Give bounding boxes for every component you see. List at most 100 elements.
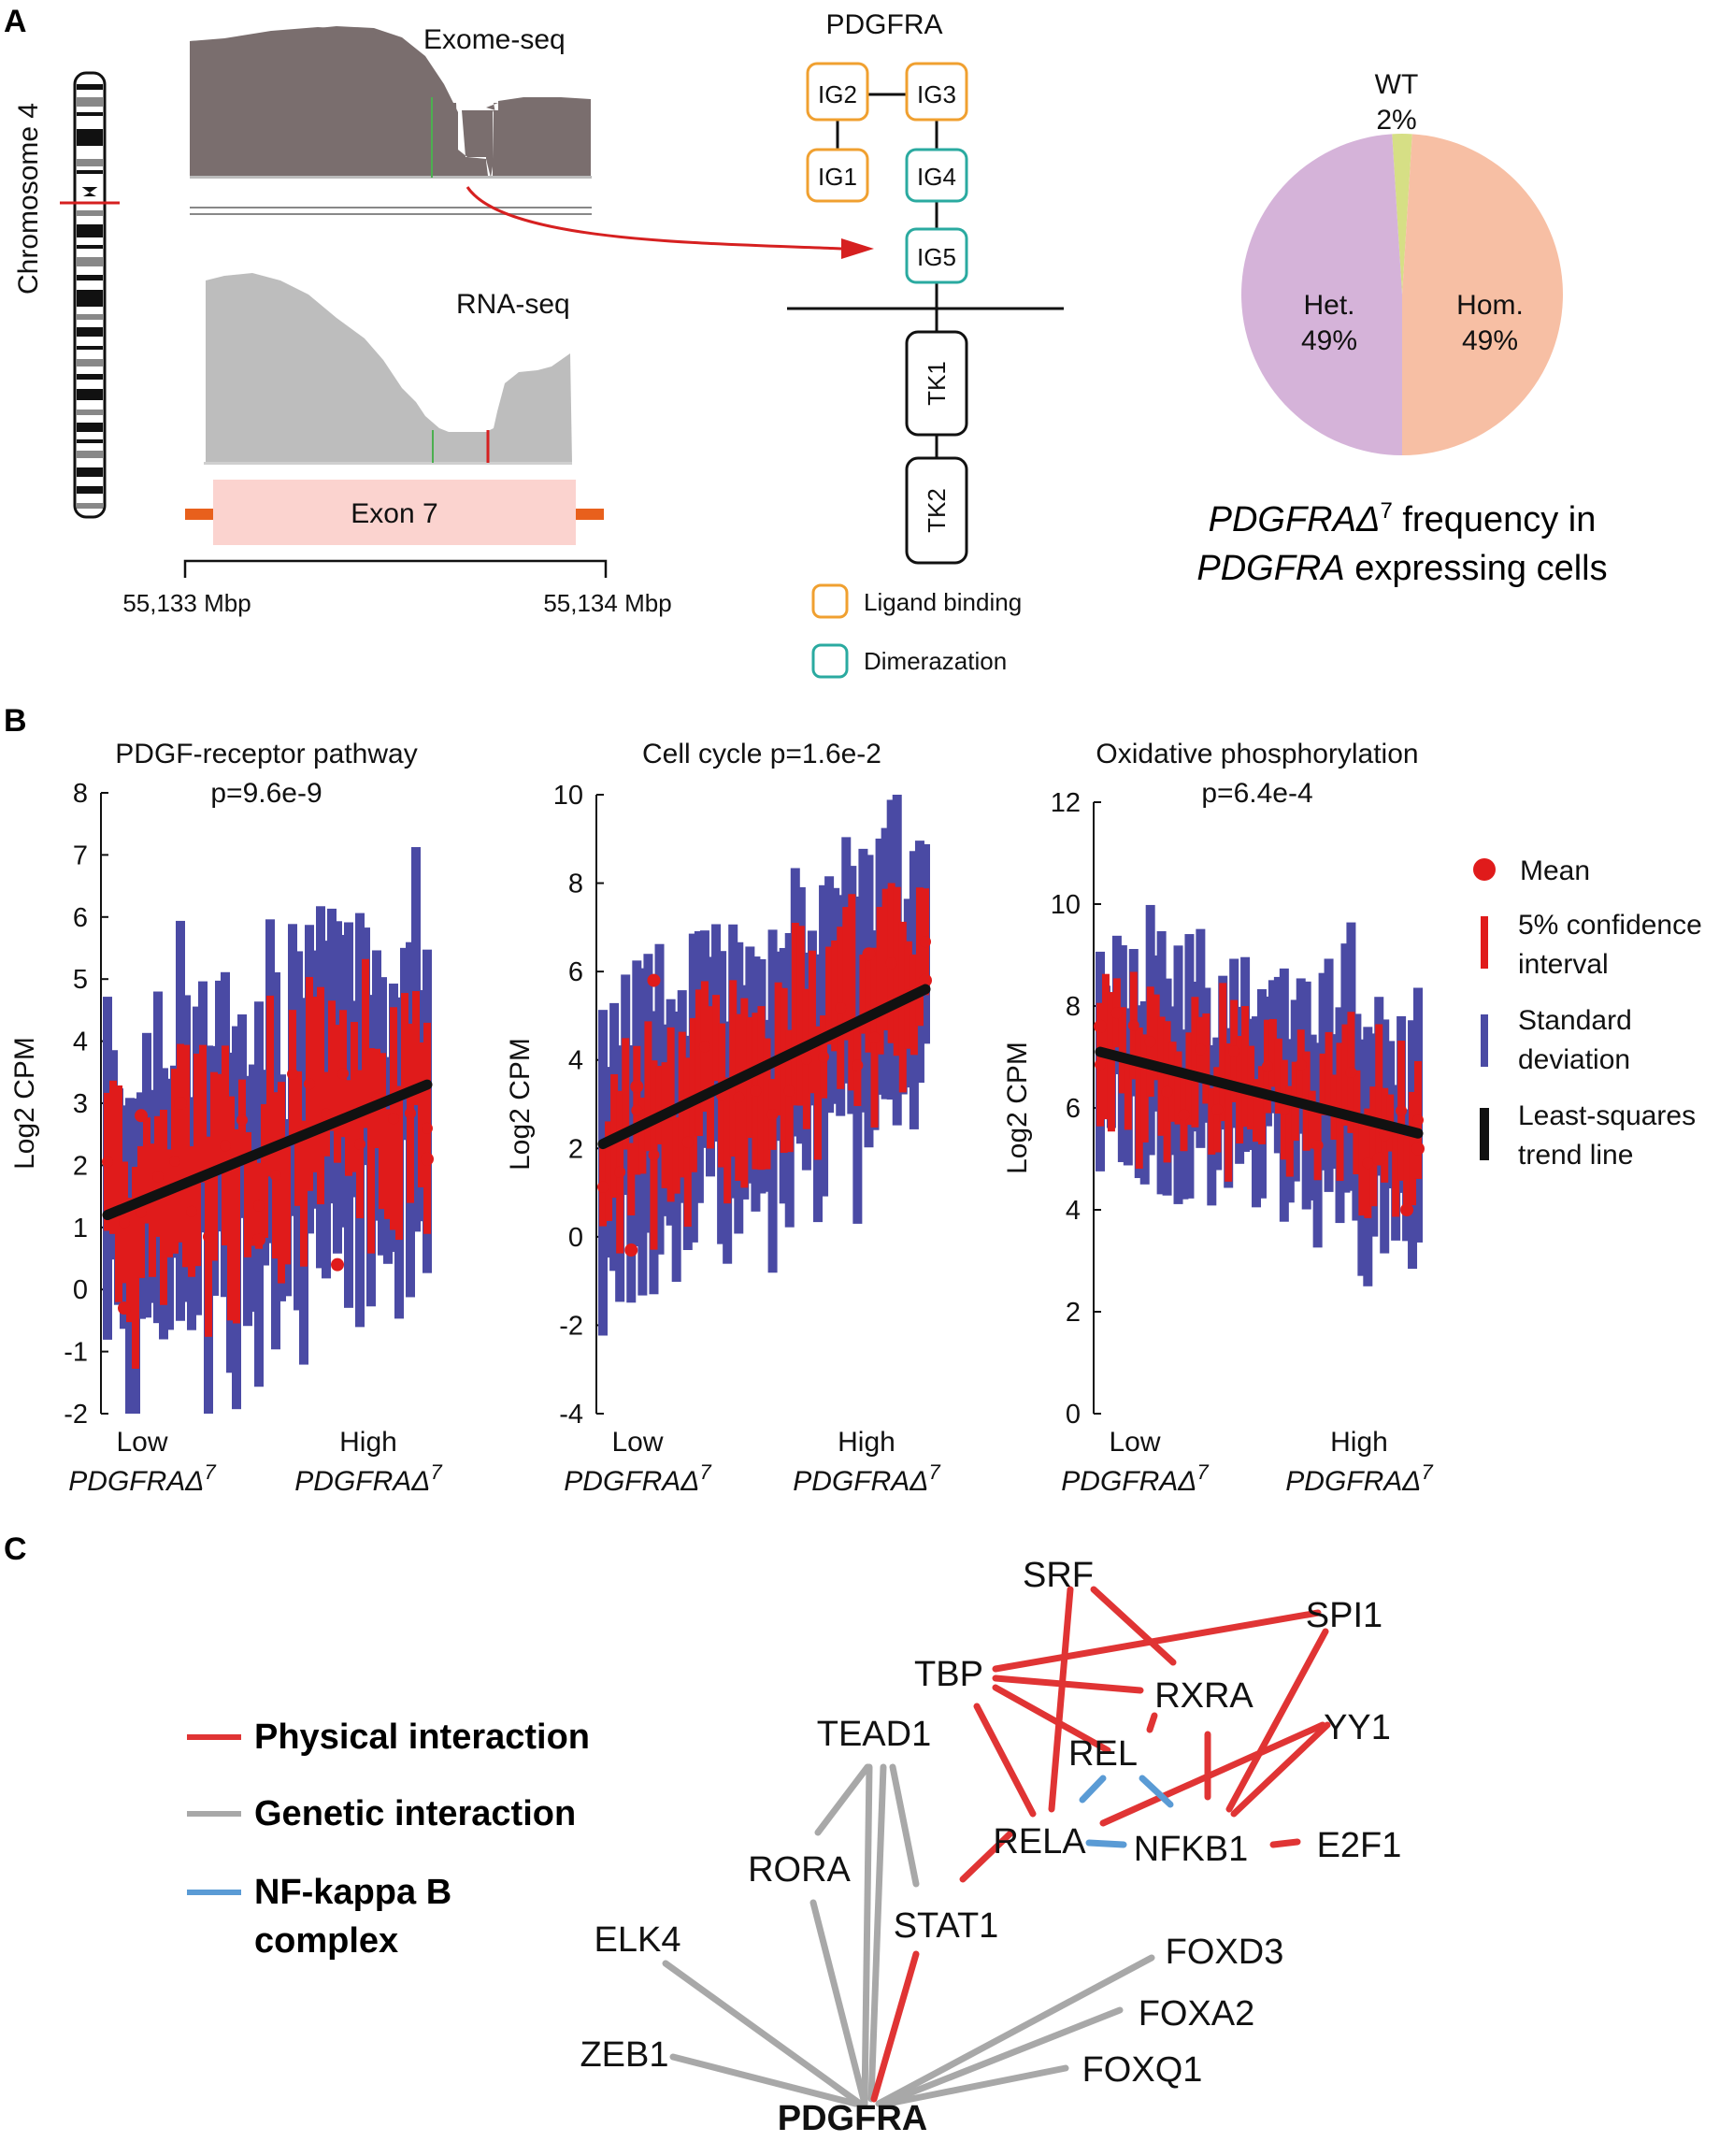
- chromosome-band: [77, 112, 103, 116]
- mean-point: [1228, 1045, 1240, 1057]
- mean-point: [220, 1140, 231, 1152]
- y-axis-label: Log2 CPM: [9, 1037, 40, 1170]
- mean-point: [136, 1206, 147, 1218]
- panel-b-letter: B: [4, 703, 27, 739]
- chromosome-band: [77, 257, 103, 266]
- mean-point: [1095, 1058, 1106, 1071]
- ci-bar: [300, 1120, 308, 1267]
- y-tick-label: 12: [1051, 788, 1081, 818]
- ci-bar: [160, 1109, 167, 1305]
- legend-mean-label: Mean: [1520, 855, 1590, 886]
- mean-point: [614, 1166, 626, 1178]
- ci-bar: [193, 1053, 201, 1267]
- ci-bar: [881, 888, 890, 1031]
- rna-seq-label: RNA-seq: [456, 289, 570, 320]
- mean-point: [885, 957, 897, 970]
- ci-bar: [898, 921, 907, 1093]
- edge-rxra-rel: [1146, 1712, 1158, 1733]
- x-low-label: Low: [116, 1427, 167, 1458]
- ci-bar: [876, 906, 884, 1055]
- chromosome-band: [77, 187, 103, 196]
- ci-bar: [915, 887, 924, 1027]
- x-high-label: High: [339, 1427, 397, 1458]
- chromosome-band: [77, 97, 103, 107]
- edge-rel-nfkb1: [1139, 1775, 1174, 1808]
- ci-bar: [763, 1038, 771, 1170]
- y-tick-label: -4: [559, 1400, 583, 1430]
- mean-point: [1412, 1114, 1424, 1126]
- ci-bar: [244, 1131, 251, 1258]
- legend-dimer-swatch: [811, 643, 849, 679]
- legend-trend-marker: [1480, 1108, 1489, 1160]
- chart-cell-cycle: Cell cycle p=1.6e-2 10 8 6 4 2 0 -2 -4 Log2 CPM Lo…: [505, 739, 940, 1497]
- x-low-label: Low: [611, 1427, 663, 1458]
- ci-bar: [893, 886, 901, 1056]
- edge-spi1-nfkb1: [1225, 1628, 1329, 1813]
- chromosome-band: [77, 224, 103, 237]
- ci-bar: [1101, 973, 1110, 1120]
- scale-bar: [183, 559, 608, 578]
- node-tbp: TBP: [914, 1655, 983, 1694]
- edge-tbp-spi1: [992, 1609, 1322, 1673]
- node-rora: RORA: [748, 1850, 851, 1890]
- mean-point: [800, 1053, 812, 1065]
- mean-point: [304, 1078, 315, 1090]
- domain-ig5: [905, 227, 968, 284]
- legend-trend-line2: trend line: [1518, 1140, 1633, 1171]
- y-tick-label: 2: [73, 1151, 88, 1181]
- ci-bar: [1157, 1016, 1166, 1136]
- ci-bar: [1152, 994, 1160, 1081]
- mean-point: [1110, 1007, 1123, 1019]
- domain-tk2: [905, 456, 968, 565]
- mean-point: [270, 1170, 281, 1182]
- ci-bar: [418, 1042, 425, 1187]
- mean-point: [236, 1114, 248, 1126]
- node-srf: SRF: [1023, 1556, 1094, 1595]
- ci-bar: [1257, 1066, 1266, 1144]
- y-tick-label: 6: [73, 903, 88, 933]
- scale-right-label: 55,134 Mbp: [543, 589, 671, 617]
- chromosome-band: [77, 439, 103, 443]
- ci-bar: [149, 1143, 156, 1277]
- domain-ig1: [806, 148, 869, 203]
- ci-bar: [1268, 1018, 1277, 1087]
- x-low-gene: PDGFRAΔ7: [68, 1460, 216, 1497]
- pie-slice-het: [1240, 134, 1402, 455]
- ci-bar: [910, 954, 918, 1056]
- mean-point: [186, 1205, 197, 1217]
- ci-bar: [233, 1128, 240, 1324]
- mean-point: [862, 947, 876, 961]
- chart-subtitle: p=6.4e-4: [1201, 778, 1312, 809]
- legend-ci-marker: [1481, 916, 1488, 969]
- mean-point: [102, 1156, 113, 1168]
- ci-bar: [1135, 1028, 1143, 1170]
- y-tick-label: 4: [1066, 1196, 1081, 1226]
- panel-a-letter: A: [4, 4, 27, 39]
- y-tick-label: 4: [73, 1028, 88, 1057]
- mean-point: [354, 1138, 365, 1150]
- node-rela: RELA: [993, 1822, 1086, 1861]
- ci-bar: [865, 958, 873, 1053]
- node-nfkb1: NFKB1: [1134, 1830, 1248, 1869]
- ci-bar: [1369, 1086, 1378, 1207]
- mean-point: [1144, 1036, 1156, 1048]
- mean-point: [152, 1171, 164, 1183]
- mean-point: [174, 1097, 187, 1110]
- pie-caption-line1: PDGFRAΔ7 frequency in: [1209, 498, 1597, 539]
- domain-ig3-label: IG3: [917, 80, 956, 108]
- ci-bar: [848, 894, 856, 1091]
- edge-pdgfra-foxd3: [875, 1954, 1155, 2107]
- ci-bar: [345, 1080, 352, 1176]
- ci-bar: [199, 1044, 207, 1183]
- mean-point: [1372, 1152, 1386, 1166]
- mean-point: [681, 1136, 694, 1148]
- mean-point: [331, 1258, 344, 1272]
- edge-tbp-rela: [973, 1703, 1037, 1818]
- pie-slice-hom: [1402, 134, 1564, 455]
- ci-bar: [401, 993, 408, 1100]
- node-foxq1: FOXQ1: [1082, 2050, 1203, 2090]
- x-high-gene: PDGFRAΔ7: [793, 1460, 940, 1497]
- mean-point: [733, 1091, 745, 1103]
- ci-bar: [842, 907, 851, 1041]
- edge-pdgfra-zeb1: [669, 2053, 859, 2107]
